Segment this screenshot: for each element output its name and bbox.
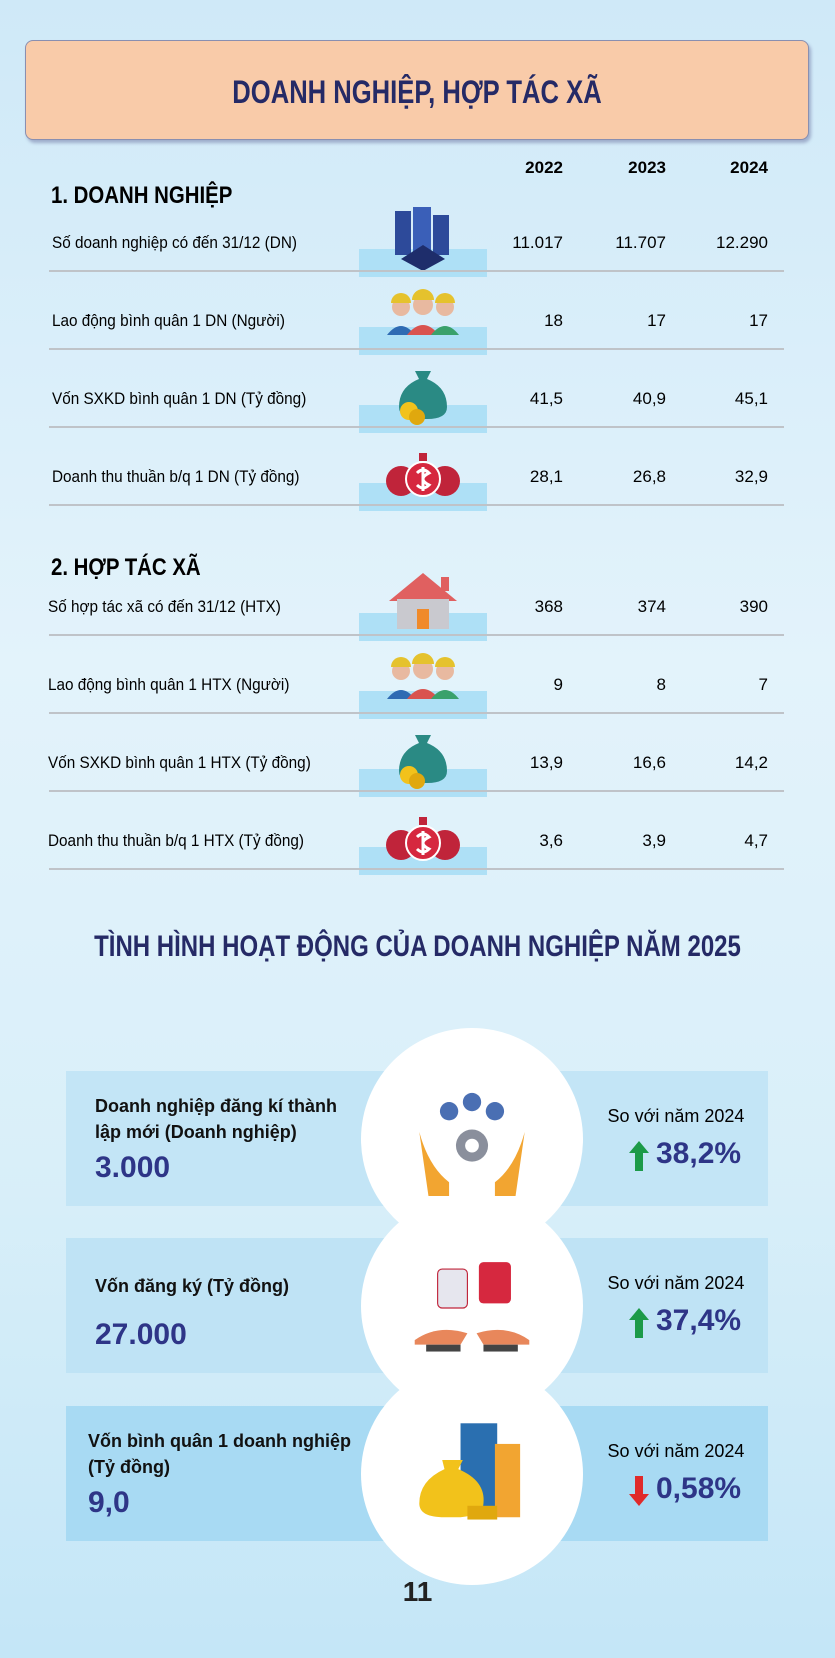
- row-value: 41,5: [529, 389, 563, 408]
- icon: [414, 1262, 530, 1352]
- card-label: Doanh nghiệp đăng kí thành lập mới (Doan…: [95, 1096, 337, 1142]
- row-label: Vốn SXKD bình quân 1 HTX (Tỷ đồng): [48, 753, 311, 772]
- row-value: 12.290: [716, 233, 768, 252]
- icon: [386, 453, 460, 497]
- row-label: Lao động bình quân 1 DN (Người): [52, 311, 285, 330]
- year-header: 2022: [525, 158, 563, 177]
- year-header: 2023: [628, 158, 666, 177]
- row-value: 26,8: [632, 467, 666, 486]
- card-label: Vốn bình quân 1 doanh nghiệp (Tỷ đồng): [88, 1431, 351, 1477]
- header-box: [25, 40, 809, 140]
- row-label: Doanh thu thuần b/q 1 HTX (Tỷ đồng): [48, 831, 305, 850]
- icon: [399, 371, 447, 425]
- row-icon: [383, 207, 463, 273]
- row-icon: [383, 727, 463, 793]
- row-value: 17: [749, 311, 768, 330]
- row-value: 4,7: [744, 831, 768, 850]
- year-header: 2024: [730, 158, 768, 177]
- row-divider: [49, 270, 784, 272]
- card-change: 38,2%: [656, 1137, 742, 1170]
- card-value: 9,0: [88, 1486, 130, 1519]
- card-icon: [407, 1421, 537, 1531]
- row-divider: [49, 426, 784, 428]
- row-value: 32,9: [734, 467, 768, 486]
- card-value: 27.000: [95, 1318, 187, 1351]
- row-icon: [383, 441, 463, 507]
- icon: [387, 653, 459, 699]
- section-title: 2. HỢP TÁC XÃ: [51, 554, 201, 581]
- row-divider: [49, 504, 784, 506]
- icon: [386, 817, 460, 861]
- row-value: 16,6: [632, 753, 666, 772]
- row-label: Số hợp tác xã có đến 31/12 (HTX): [48, 597, 281, 616]
- row-value: 3,6: [539, 831, 563, 850]
- row-value: 374: [637, 597, 666, 616]
- card-icon: [407, 1086, 537, 1196]
- row-value: 7: [758, 675, 768, 694]
- row-icon: [383, 571, 463, 637]
- row-value: 17: [647, 311, 666, 330]
- row-label: Lao động bình quân 1 HTX (Người): [48, 675, 290, 694]
- header-title: DOANH NGHIỆP, HỢP TÁC XÃ: [232, 74, 602, 110]
- row-value: 11.707: [615, 233, 666, 252]
- card-change: 37,4%: [656, 1304, 742, 1337]
- row-icon: [383, 363, 463, 429]
- row-value: 40,9: [632, 389, 666, 408]
- card-compare: So với năm 2024: [607, 1273, 745, 1293]
- section-title: 1. DOANH NGHIỆP: [51, 182, 233, 209]
- change-arrow: [629, 1141, 649, 1176]
- icon: [387, 289, 459, 335]
- row-label: Vốn SXKD bình quân 1 DN (Tỷ đồng): [52, 389, 307, 408]
- row-value: 45,1: [734, 389, 768, 408]
- row-value: 368: [534, 597, 563, 616]
- card-label: Vốn đăng ký (Tỷ đồng): [95, 1276, 289, 1296]
- row-value: 390: [739, 597, 768, 616]
- row-value: 13,9: [529, 753, 563, 772]
- row-value: 11.017: [512, 233, 563, 252]
- row-value: 14,2: [734, 753, 768, 772]
- row-label: Số doanh nghiệp có đến 31/12 (DN): [52, 233, 297, 252]
- row-divider: [49, 634, 784, 636]
- page-number: 11: [402, 1576, 433, 1607]
- icon: [389, 573, 457, 629]
- icon: [399, 735, 447, 789]
- icon: [395, 207, 449, 271]
- row-label: Doanh thu thuần b/q 1 DN (Tỷ đồng): [52, 467, 300, 486]
- icon: [419, 1092, 525, 1196]
- card-compare: So với năm 2024: [607, 1106, 745, 1126]
- icon: [419, 1423, 521, 1520]
- row-divider: [49, 348, 784, 350]
- row-value: 28,1: [529, 467, 563, 486]
- row-value: 8: [656, 675, 666, 694]
- card-icon: [407, 1253, 537, 1363]
- row-icon: [383, 285, 463, 351]
- row-value: 9: [553, 675, 563, 694]
- change-arrow: [629, 1308, 649, 1343]
- row-icon: [383, 805, 463, 871]
- highlights-title: TÌNH HÌNH HOẠT ĐỘNG CỦA DOANH NGHIỆP NĂM…: [94, 930, 741, 963]
- card-change: 0,58%: [656, 1472, 742, 1505]
- card-value: 3.000: [95, 1151, 171, 1184]
- row-value: 3,9: [642, 831, 666, 850]
- row-value: 18: [544, 311, 563, 330]
- row-divider: [49, 790, 784, 792]
- row-divider: [49, 712, 784, 714]
- row-divider: [49, 868, 784, 870]
- row-icon: [383, 649, 463, 715]
- change-arrow: [629, 1476, 649, 1511]
- card-compare: So với năm 2024: [607, 1441, 745, 1461]
